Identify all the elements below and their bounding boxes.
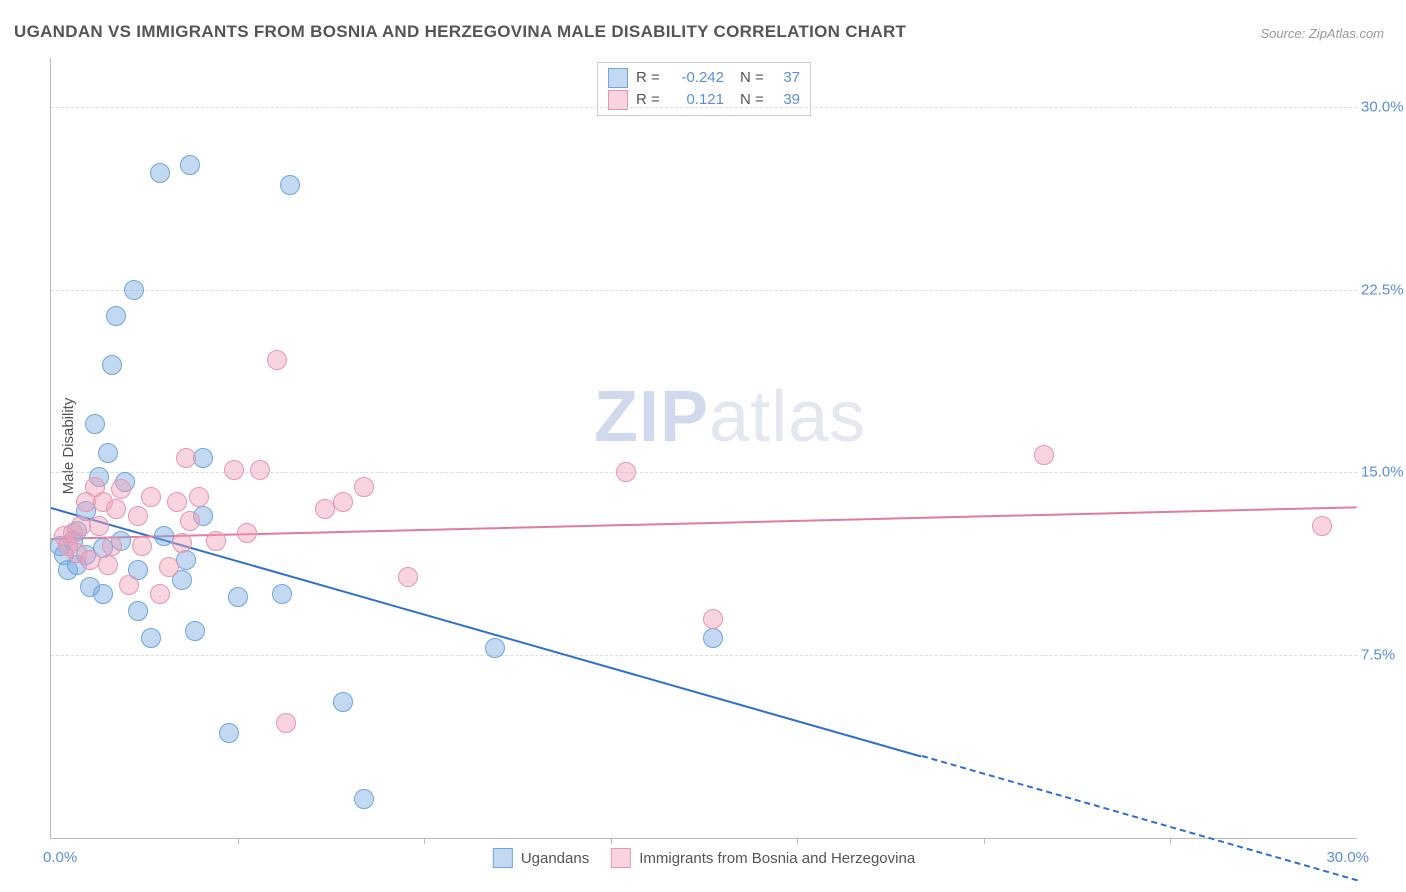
gridline bbox=[51, 290, 1357, 291]
stats-row: R = -0.242 N = 37 bbox=[608, 67, 800, 89]
scatter-point bbox=[224, 460, 244, 480]
scatter-point bbox=[219, 723, 239, 743]
scatter-point bbox=[703, 628, 723, 648]
scatter-point bbox=[354, 789, 374, 809]
x-axis-min-label: 0.0% bbox=[43, 849, 77, 866]
scatter-point bbox=[193, 448, 213, 468]
scatter-point bbox=[93, 584, 113, 604]
watermark: ZIPatlas bbox=[594, 376, 866, 458]
scatter-point bbox=[176, 448, 196, 468]
scatter-point bbox=[333, 492, 353, 512]
scatter-point bbox=[280, 175, 300, 195]
legend-swatch bbox=[611, 848, 631, 868]
trend-line-extrapolated bbox=[921, 755, 1357, 881]
gridline bbox=[51, 107, 1357, 108]
scatter-point bbox=[185, 621, 205, 641]
scatter-point bbox=[141, 628, 161, 648]
legend-swatch bbox=[608, 68, 628, 88]
legend-item: Ugandans bbox=[493, 848, 589, 868]
scatter-point bbox=[132, 536, 152, 556]
scatter-point bbox=[106, 306, 126, 326]
stats-n-label: N = bbox=[740, 67, 768, 89]
scatter-point bbox=[398, 567, 418, 587]
scatter-point bbox=[106, 499, 126, 519]
y-tick-label: 30.0% bbox=[1361, 98, 1406, 115]
chart-title: UGANDAN VS IMMIGRANTS FROM BOSNIA AND HE… bbox=[14, 22, 906, 42]
scatter-point bbox=[206, 531, 226, 551]
scatter-point bbox=[180, 155, 200, 175]
series-legend: Ugandans Immigrants from Bosnia and Herze… bbox=[493, 848, 915, 868]
scatter-point bbox=[111, 479, 131, 499]
x-tick-mark bbox=[238, 838, 239, 844]
x-tick-mark bbox=[984, 838, 985, 844]
legend-swatch bbox=[493, 848, 513, 868]
y-tick-label: 15.0% bbox=[1361, 464, 1406, 481]
scatter-point bbox=[98, 443, 118, 463]
scatter-point bbox=[189, 487, 209, 507]
scatter-point bbox=[85, 414, 105, 434]
scatter-point bbox=[141, 487, 161, 507]
scatter-point bbox=[180, 511, 200, 531]
y-tick-label: 22.5% bbox=[1361, 281, 1406, 298]
source-credit: Source: ZipAtlas.com bbox=[1260, 26, 1384, 41]
scatter-point bbox=[89, 516, 109, 536]
stats-n-value: 37 bbox=[776, 67, 800, 89]
scatter-point bbox=[102, 355, 122, 375]
scatter-point bbox=[119, 575, 139, 595]
x-axis-max-label: 30.0% bbox=[1326, 849, 1369, 866]
plot-area: ZIPatlas R =-0.242N =37R =0.121N =39 0.0… bbox=[50, 58, 1357, 839]
watermark-bold: ZIP bbox=[594, 377, 709, 457]
scatter-point bbox=[276, 713, 296, 733]
scatter-point bbox=[128, 601, 148, 621]
x-tick-mark bbox=[424, 838, 425, 844]
legend-label: Ugandans bbox=[521, 850, 589, 867]
scatter-point bbox=[267, 350, 287, 370]
scatter-point bbox=[703, 609, 723, 629]
scatter-point bbox=[1312, 516, 1332, 536]
scatter-point bbox=[1034, 445, 1054, 465]
scatter-point bbox=[237, 523, 257, 543]
scatter-point bbox=[172, 533, 192, 553]
watermark-rest: atlas bbox=[709, 377, 866, 457]
scatter-point bbox=[228, 587, 248, 607]
scatter-point bbox=[485, 638, 505, 658]
scatter-point bbox=[354, 477, 374, 497]
scatter-point bbox=[124, 280, 144, 300]
scatter-point bbox=[150, 584, 170, 604]
scatter-point bbox=[159, 557, 179, 577]
scatter-point bbox=[128, 506, 148, 526]
gridline bbox=[51, 472, 1357, 473]
stats-r-value: -0.242 bbox=[672, 67, 724, 89]
scatter-point bbox=[102, 536, 122, 556]
scatter-point bbox=[272, 584, 292, 604]
stats-legend-box: R =-0.242N =37R =0.121N =39 bbox=[597, 62, 811, 116]
chart-container: UGANDAN VS IMMIGRANTS FROM BOSNIA AND HE… bbox=[0, 0, 1406, 892]
scatter-point bbox=[167, 492, 187, 512]
legend-item: Immigrants from Bosnia and Herzegovina bbox=[611, 848, 915, 868]
scatter-point bbox=[250, 460, 270, 480]
y-tick-label: 7.5% bbox=[1361, 647, 1406, 664]
x-tick-mark bbox=[797, 838, 798, 844]
scatter-point bbox=[150, 163, 170, 183]
scatter-point bbox=[176, 550, 196, 570]
scatter-point bbox=[333, 692, 353, 712]
x-tick-mark bbox=[611, 838, 612, 844]
scatter-point bbox=[616, 462, 636, 482]
scatter-point bbox=[98, 555, 118, 575]
legend-label: Immigrants from Bosnia and Herzegovina bbox=[639, 850, 915, 867]
x-tick-mark bbox=[1170, 838, 1171, 844]
gridline bbox=[51, 655, 1357, 656]
stats-r-label: R = bbox=[636, 67, 664, 89]
